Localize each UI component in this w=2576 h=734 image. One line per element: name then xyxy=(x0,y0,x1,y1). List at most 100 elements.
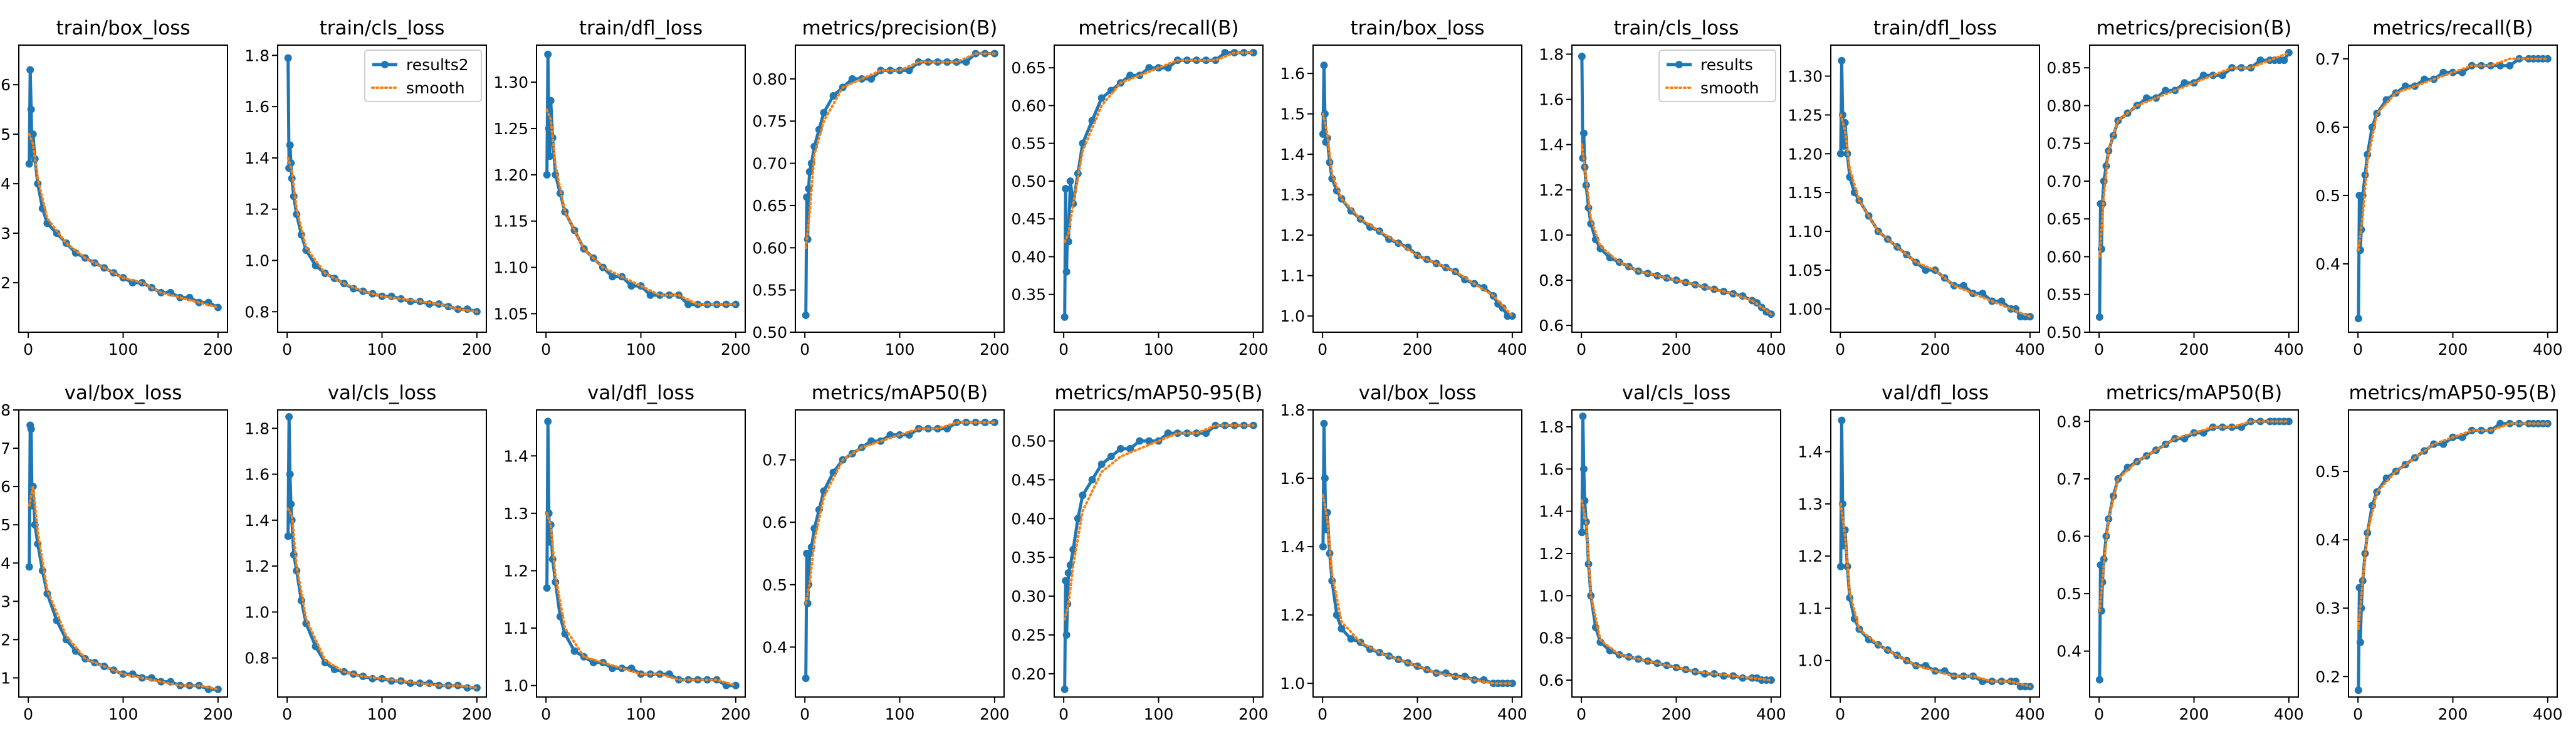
results-point xyxy=(285,412,293,421)
y-tick-label: 1.5 xyxy=(1280,105,1305,123)
subplot: metrics/precision(B) 0 100 200 0.50 0.55 0.60 0… xyxy=(752,17,1009,359)
x-tick-label: 400 xyxy=(2015,340,2045,359)
subplot: train/dfl_loss 0 200 400 1.00 1.05 1.10 1.15 1.2… xyxy=(1788,17,2045,359)
results-point xyxy=(543,584,551,592)
x-tick-label: 200 xyxy=(1238,340,1269,359)
subplot-title: metrics/recall(B) xyxy=(1078,17,1238,39)
results-line xyxy=(1063,51,1254,317)
x-tick-label: 0 xyxy=(23,705,33,723)
subplot: metrics/mAP50-95(B) 0 100 200 0.20 0.25 0.30 0.… xyxy=(1011,382,1268,723)
y-tick-label: 1.3 xyxy=(1798,495,1823,513)
results-point xyxy=(1836,562,1845,570)
y-tick-label: 0.6 xyxy=(2315,118,2340,137)
y-tick-label: 0.6 xyxy=(1539,317,1564,335)
y-tick-label: 1.8 xyxy=(1539,418,1564,436)
results-line xyxy=(804,421,995,679)
results-point xyxy=(848,75,856,83)
y-tick-label: 1.4 xyxy=(503,447,528,465)
smooth-line-overlay xyxy=(1064,424,1255,621)
smooth-line-overlay xyxy=(1840,113,2031,318)
results-point xyxy=(546,152,554,160)
results-point xyxy=(609,273,617,281)
results-point xyxy=(27,105,35,113)
y-tick-label: 0.25 xyxy=(1011,626,1046,644)
results-point xyxy=(2199,429,2207,437)
results-point xyxy=(1850,189,1858,197)
y-tick-label: 0.50 xyxy=(2046,323,2081,342)
y-tick-label: 1.2 xyxy=(1539,545,1564,563)
x-tick-label: 200 xyxy=(1920,340,1950,359)
results-point xyxy=(1508,679,1516,688)
smooth-line xyxy=(2098,420,2290,612)
results-point xyxy=(2095,676,2103,684)
results-point xyxy=(1338,624,1346,632)
results-point xyxy=(886,66,894,75)
axes-frame xyxy=(795,45,1005,333)
results-point xyxy=(543,170,551,179)
smooth-line xyxy=(1063,424,1255,621)
y-tick-label: 1.4 xyxy=(244,149,270,167)
x-tick-label: 200 xyxy=(203,340,233,359)
y-tick-label: 0.65 xyxy=(752,197,787,215)
y-tick-label: 1.8 xyxy=(1280,401,1305,419)
subplot-title: val/cls_loss xyxy=(1622,382,1731,404)
y-tick-label: 1.6 xyxy=(1539,91,1564,109)
y-tick-label: 1.00 xyxy=(1788,300,1823,318)
results-point xyxy=(1700,283,1709,291)
results-point xyxy=(1062,185,1070,192)
subplot-title: train/cls_loss xyxy=(320,17,445,39)
x-tick-label: 400 xyxy=(1497,705,1527,723)
results-point xyxy=(2095,313,2103,321)
y-tick-label: 0.80 xyxy=(752,70,787,88)
x-tick-label: 400 xyxy=(2015,705,2045,723)
results-point xyxy=(684,300,693,308)
results-point xyxy=(544,50,552,58)
y-tick-label: 1.6 xyxy=(1280,65,1305,83)
y-tick-label: 1.4 xyxy=(1280,538,1305,556)
subplot: val/dfl_loss 0 200 400 1.0 1.1 1.2 1.3 1.4 xyxy=(1798,382,2045,723)
y-tick-label: 1.2 xyxy=(1280,606,1305,624)
y-tick-label: 0.5 xyxy=(2056,585,2081,603)
y-tick-label: 1.0 xyxy=(244,603,270,621)
y-tick-label: 1.8 xyxy=(244,46,270,65)
y-tick-label: 0.8 xyxy=(244,649,270,668)
results-point xyxy=(1838,416,1846,424)
subplot: train/cls_loss 0 200 400 0.6 0.8 1.0 1.2 1.4 1.6 1… xyxy=(1539,17,1786,359)
x-tick-label: 0 xyxy=(2094,340,2104,359)
x-tick-label: 400 xyxy=(1756,340,1786,359)
y-tick-label: 0.7 xyxy=(762,451,787,469)
y-tick-label: 1.5 xyxy=(0,516,11,534)
subplot: metrics/mAP50-95(B) 0 200 400 0.2 0.3 0.4 0.5 xyxy=(2315,382,2562,723)
y-tick-label: 1.6 xyxy=(1280,469,1305,488)
results-point xyxy=(1249,49,1257,57)
results-point xyxy=(1319,543,1327,551)
y-tick-label: 1.1 xyxy=(1798,599,1823,617)
y-tick-label: 1.2 xyxy=(503,562,528,580)
smooth-line xyxy=(286,507,478,689)
smooth-line xyxy=(804,421,996,605)
legend-results-marker xyxy=(381,61,389,68)
x-tick-label: 0 xyxy=(23,340,33,359)
smooth-line xyxy=(286,156,478,313)
x-tick-label: 200 xyxy=(462,705,492,723)
x-tick-label: 200 xyxy=(2179,705,2209,723)
y-tick-label: 1.4 xyxy=(244,511,270,530)
results-point xyxy=(2098,578,2107,586)
subplot-title: metrics/mAP50(B) xyxy=(812,382,988,404)
y-tick-label: 0.60 xyxy=(1011,97,1046,115)
y-tick-label: 0.6 xyxy=(2056,528,2081,546)
results-point xyxy=(2506,61,2514,70)
y-tick-label: 0.50 xyxy=(1011,433,1046,451)
x-tick-label: 100 xyxy=(885,705,915,723)
y-tick-label: 1.3 xyxy=(0,592,11,611)
results-point xyxy=(1578,528,1586,537)
results-point xyxy=(1060,313,1069,321)
x-tick-label: 100 xyxy=(1144,340,1174,359)
y-tick-label: 0.7 xyxy=(2315,50,2340,68)
y-tick-label: 0.3 xyxy=(2315,599,2340,617)
axes-frame xyxy=(1054,45,1264,333)
results-point xyxy=(1064,569,1072,577)
results-point xyxy=(27,425,35,433)
y-tick-label: 0.4 xyxy=(762,638,787,656)
subplot: train/box_loss 0 100 200 1.2 1.3 1.4 1.5 1.6 xyxy=(0,17,233,359)
